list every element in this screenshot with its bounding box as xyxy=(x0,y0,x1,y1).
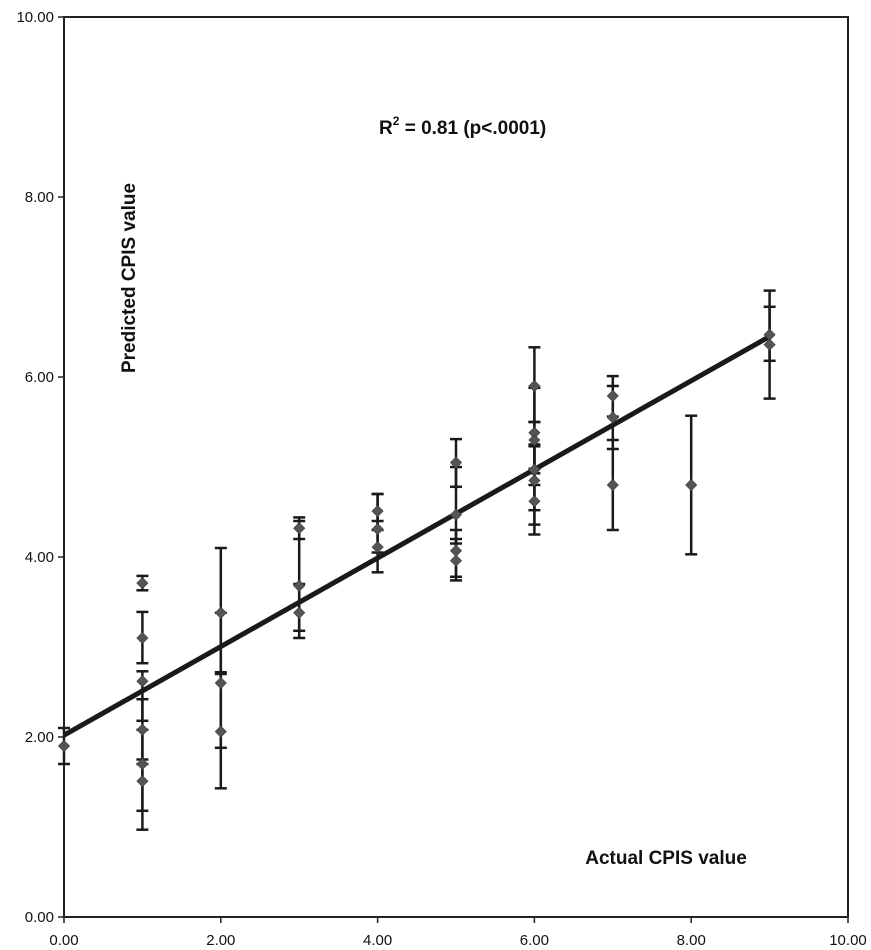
data-point xyxy=(528,433,541,447)
x-tick-label: 0.00 xyxy=(49,932,78,949)
data-point xyxy=(293,579,306,592)
data-point xyxy=(449,456,463,469)
data-point xyxy=(136,675,149,688)
x-tick-label: 10.00 xyxy=(829,932,867,949)
x-axis-label: Actual CPIS value xyxy=(585,848,747,869)
data-point xyxy=(214,725,227,738)
data-point xyxy=(57,739,71,753)
data-point xyxy=(214,606,227,619)
data-point xyxy=(606,478,619,492)
data-point xyxy=(528,495,541,508)
x-tick-label: 6.00 xyxy=(520,932,549,949)
axes: 0.00 2.00 4.00 6.00 8.00 10.00 0.00 2.00 4.00 6.0… xyxy=(16,9,866,949)
y-tick-label: 0.00 xyxy=(25,909,54,926)
data-point xyxy=(449,554,463,567)
x-tick-label: 8.00 xyxy=(677,932,706,949)
data-point xyxy=(371,505,384,518)
y-axis-label: Predicted CPIS value xyxy=(119,183,140,373)
data-point xyxy=(449,508,463,521)
y-tick-label: 4.00 xyxy=(25,549,54,566)
plot-frame xyxy=(63,16,849,918)
data-point xyxy=(136,577,149,590)
r-squared-superscript: 2 xyxy=(393,114,400,128)
data-point xyxy=(293,522,306,535)
y-tick-label: 10.00 xyxy=(16,9,54,26)
r-squared-value: = 0.81 (p<.0001) xyxy=(399,118,546,139)
data-point xyxy=(606,389,619,402)
regression-line xyxy=(62,334,771,738)
r-squared-annotation: R2 = 0.81 (p<.0001) xyxy=(379,114,546,139)
data-point xyxy=(371,541,384,554)
data-point xyxy=(136,723,149,736)
r-squared-base: R xyxy=(379,118,393,139)
data-point xyxy=(136,757,149,771)
data-point xyxy=(685,478,698,492)
data-point xyxy=(136,775,149,788)
regression-line-group xyxy=(62,334,771,738)
data-point xyxy=(371,523,384,536)
data-points xyxy=(57,328,776,788)
error-bars xyxy=(58,289,776,831)
data-point xyxy=(136,631,149,645)
y-tick-label: 2.00 xyxy=(25,729,54,746)
data-point xyxy=(606,411,619,424)
data-point xyxy=(293,606,306,619)
x-tick-label: 4.00 xyxy=(363,932,392,949)
data-point xyxy=(528,474,541,487)
data-point xyxy=(214,676,227,690)
data-point xyxy=(528,379,541,393)
y-tick-label: 6.00 xyxy=(25,369,54,386)
y-tick-label: 8.00 xyxy=(25,189,54,206)
data-point xyxy=(763,338,776,351)
x-tick-label: 2.00 xyxy=(206,932,235,949)
